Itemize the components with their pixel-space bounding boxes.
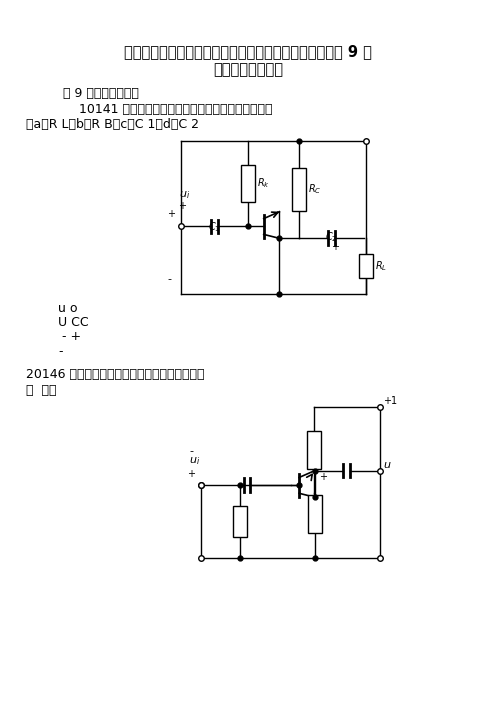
Text: $R_k$: $R_k$ xyxy=(257,177,270,190)
Text: $R_L$: $R_L$ xyxy=(375,259,387,273)
Text: 基本放大电路习题: 基本放大电路习题 xyxy=(213,62,283,77)
Text: 河北联合大学（原河北理工大学）电工学试题库及答案第 9 章: 河北联合大学（原河北理工大学）电工学试题库及答案第 9 章 xyxy=(124,44,372,59)
Bar xyxy=(292,168,306,211)
Text: +: + xyxy=(178,201,186,211)
Text: $C_1$: $C_1$ xyxy=(208,220,221,234)
Text: -: - xyxy=(58,345,62,359)
Text: +1: +1 xyxy=(383,397,397,406)
Bar xyxy=(241,164,255,202)
Text: $u$: $u$ xyxy=(383,460,391,470)
Text: （a）R L（b）R B（c）C 1（d）C 2: （a）R L（b）R B（c）C 1（d）C 2 xyxy=(26,118,199,131)
Text: -: - xyxy=(189,446,193,456)
Bar xyxy=(308,495,322,534)
Text: 10141 如图示放大电路中接线有错误的元件是（）。: 10141 如图示放大电路中接线有错误的元件是（）。 xyxy=(63,103,273,117)
Text: $C_2$: $C_2$ xyxy=(325,230,338,244)
Text: $u_i$: $u_i$ xyxy=(189,456,200,468)
Text: U CC: U CC xyxy=(58,316,89,329)
Text: +: + xyxy=(331,242,339,252)
Bar xyxy=(359,254,373,278)
Text: +: + xyxy=(167,208,176,218)
Bar xyxy=(307,432,321,469)
Text: - +: - + xyxy=(58,330,81,343)
Text: 20146 下列各电路中能实现交流电压放大的是图: 20146 下列各电路中能实现交流电压放大的是图 xyxy=(26,369,204,381)
Text: 第 9 章基本放大电路: 第 9 章基本放大电路 xyxy=(63,86,139,100)
Text: +: + xyxy=(187,470,195,479)
Text: $u_i$: $u_i$ xyxy=(179,189,190,201)
Text: $R_C$: $R_C$ xyxy=(308,183,321,197)
Text: -: - xyxy=(167,274,172,284)
Bar xyxy=(233,505,247,537)
Text: （  ）。: （ ）。 xyxy=(26,384,57,397)
Text: u o: u o xyxy=(58,302,78,315)
Text: +: + xyxy=(319,472,327,482)
